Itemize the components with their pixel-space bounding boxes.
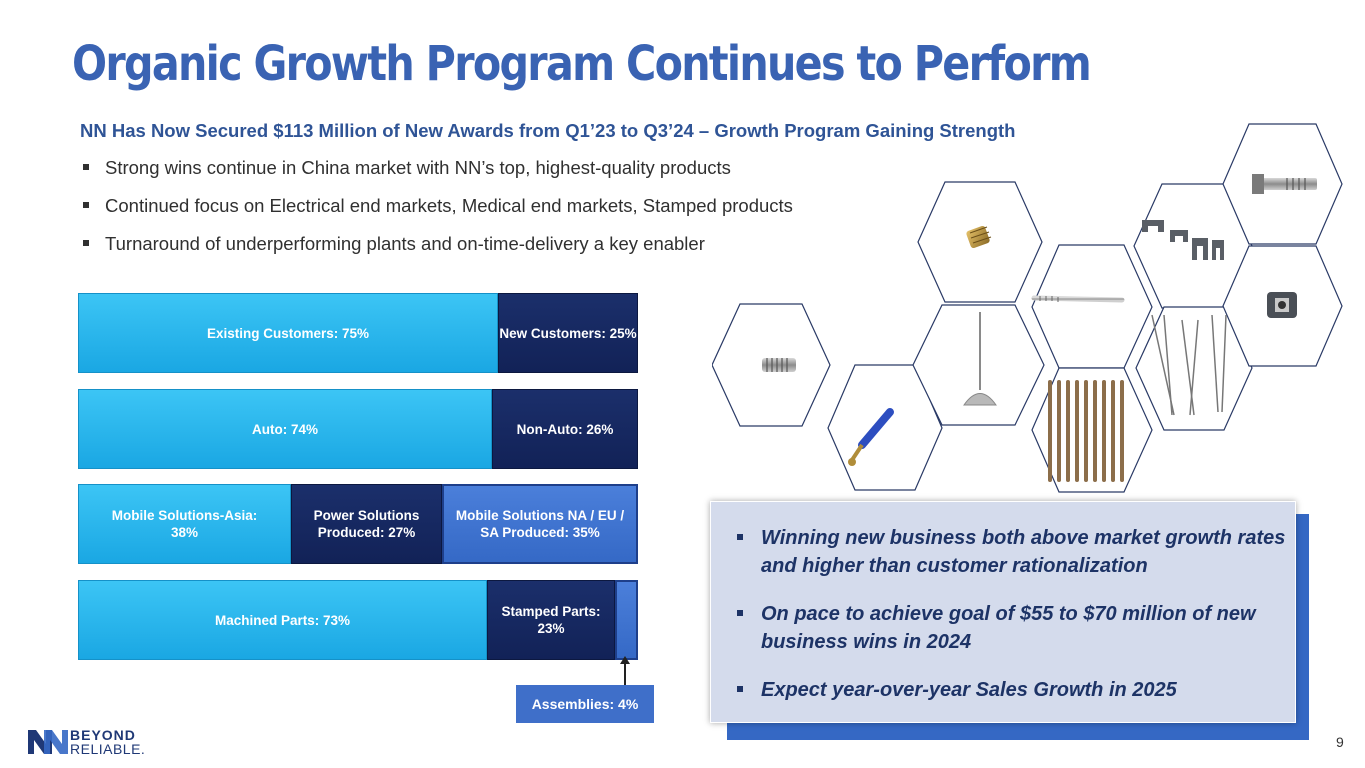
brass-insert-icon (966, 225, 992, 249)
hex-tile (1031, 244, 1153, 369)
worm-gear-icon (762, 358, 796, 372)
spindle-icon (1252, 174, 1317, 194)
key-point: Turnaround of underperforming plants and… (80, 232, 793, 270)
key-point: Strong wins continue in China market wit… (80, 156, 793, 194)
product-image-collage (712, 123, 1343, 493)
new-customers-segment: New Customers: 25% (498, 293, 638, 373)
blue-handle-tool-icon (848, 408, 894, 466)
t-handle-probe-icon (963, 312, 997, 406)
slide-title: Organic Growth Program Continues to Perf… (72, 36, 1092, 92)
logo-line-2: RELIABLE. (70, 741, 146, 757)
callout-item: Winning new business both above market g… (733, 524, 1291, 580)
callout-list: Winning new business both above market g… (733, 524, 1291, 724)
mobile-solutions-na-eu-sa-segment: Mobile Solutions NA / EU / SA Produced: … (442, 484, 638, 564)
stamped-parts-segment: Stamped Parts: 23% (487, 580, 615, 660)
surgical-forceps-icon (1151, 314, 1227, 416)
callout-item: On pace to achieve goal of $55 to $70 mi… (733, 600, 1291, 656)
long-rod-icon (1031, 295, 1125, 303)
power-solutions-segment: Power Solutions Produced: 27% (291, 484, 442, 564)
hex-tile (912, 304, 1045, 426)
key-points-list: Strong wins continue in China market wit… (80, 156, 793, 270)
callout-item: Expect year-over-year Sales Growth in 20… (733, 676, 1291, 704)
company-logo-icon (28, 730, 68, 754)
callout-box: Winning new business both above market g… (710, 501, 1296, 723)
existing-customers-segment: Existing Customers: 75% (78, 293, 498, 373)
auto-segment: Auto: 74% (78, 389, 492, 469)
assemblies-pointer (624, 660, 626, 685)
machined-parts-segment: Machined Parts: 73% (78, 580, 487, 660)
bracket-assembly-icon (1267, 292, 1297, 318)
logo-wordmark: BEYOND RELIABLE. (70, 728, 145, 756)
mobile-solutions-asia-segment: Mobile Solutions-Asia: 38% (78, 484, 291, 564)
logo-line-1: BEYOND (70, 727, 136, 743)
assemblies-label: Assemblies: 4% (516, 685, 654, 723)
key-point: Continued focus on Electrical end market… (80, 194, 793, 232)
page-number: 9 (1336, 734, 1344, 750)
non-auto-segment: Non-Auto: 26% (492, 389, 638, 469)
slide-subtitle: NN Has Now Secured $113 Million of New A… (80, 120, 1016, 141)
threaded-rods-icon (1048, 380, 1124, 482)
assemblies-segment (615, 580, 638, 660)
forks-icon (1142, 220, 1224, 260)
